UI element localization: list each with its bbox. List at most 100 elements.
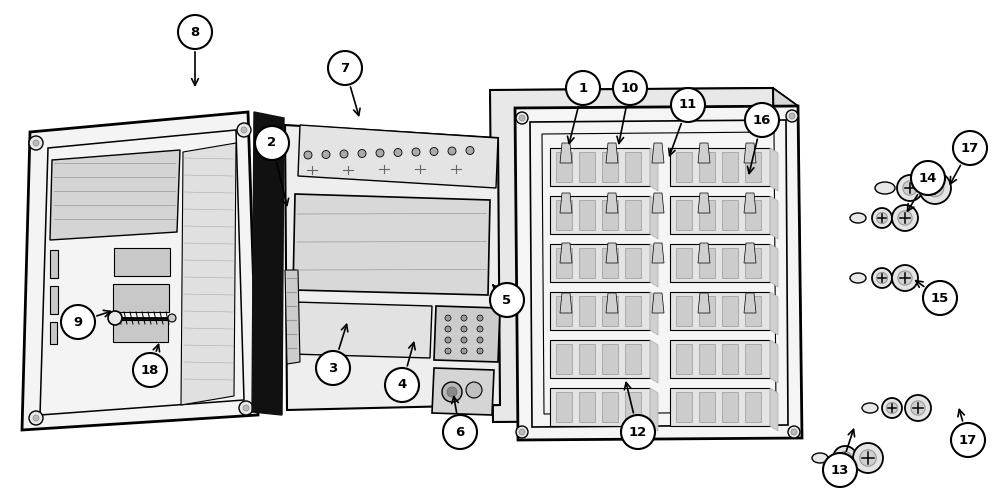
Circle shape — [466, 147, 474, 155]
Polygon shape — [650, 244, 658, 287]
Text: 17: 17 — [959, 433, 977, 447]
Circle shape — [328, 51, 362, 85]
Polygon shape — [698, 193, 710, 213]
Circle shape — [447, 387, 457, 397]
Text: 7: 7 — [340, 61, 350, 75]
Circle shape — [786, 110, 798, 122]
Polygon shape — [670, 148, 770, 186]
Polygon shape — [650, 340, 658, 383]
Polygon shape — [670, 340, 770, 378]
Circle shape — [887, 403, 898, 413]
Circle shape — [566, 71, 600, 105]
Polygon shape — [745, 248, 761, 278]
Polygon shape — [602, 344, 618, 374]
Polygon shape — [602, 152, 618, 182]
Text: 10: 10 — [621, 82, 639, 95]
Polygon shape — [625, 392, 641, 422]
Polygon shape — [432, 368, 494, 415]
Text: 13: 13 — [831, 464, 849, 476]
Polygon shape — [722, 344, 738, 374]
Polygon shape — [602, 392, 618, 422]
Polygon shape — [722, 392, 738, 422]
Circle shape — [376, 149, 384, 157]
Polygon shape — [652, 143, 664, 163]
Polygon shape — [550, 292, 650, 330]
Polygon shape — [650, 196, 658, 239]
Text: 11: 11 — [679, 98, 697, 111]
Ellipse shape — [812, 453, 828, 463]
Circle shape — [789, 113, 795, 119]
Polygon shape — [114, 248, 170, 276]
Circle shape — [926, 179, 944, 197]
Polygon shape — [770, 196, 778, 239]
Polygon shape — [625, 200, 641, 230]
Polygon shape — [745, 296, 761, 326]
Text: 16: 16 — [753, 113, 771, 127]
Circle shape — [911, 161, 945, 195]
Circle shape — [898, 271, 912, 285]
Circle shape — [461, 315, 467, 321]
Polygon shape — [556, 392, 572, 422]
Polygon shape — [745, 200, 761, 230]
Circle shape — [823, 453, 857, 487]
Text: 1: 1 — [578, 82, 588, 95]
Circle shape — [860, 450, 876, 466]
Polygon shape — [650, 292, 658, 335]
Polygon shape — [50, 286, 58, 314]
Polygon shape — [745, 344, 761, 374]
Circle shape — [133, 353, 167, 387]
Circle shape — [445, 326, 451, 332]
Circle shape — [882, 398, 902, 418]
Polygon shape — [773, 88, 802, 438]
Circle shape — [911, 401, 925, 415]
Circle shape — [255, 126, 289, 160]
Circle shape — [461, 326, 467, 332]
Polygon shape — [676, 392, 692, 422]
Polygon shape — [625, 344, 641, 374]
Polygon shape — [550, 244, 650, 282]
Polygon shape — [698, 143, 710, 163]
Circle shape — [872, 208, 892, 228]
Circle shape — [477, 337, 483, 343]
Circle shape — [477, 348, 483, 354]
Polygon shape — [670, 244, 770, 282]
Circle shape — [905, 395, 931, 421]
Polygon shape — [252, 112, 284, 415]
Polygon shape — [625, 152, 641, 182]
Text: 5: 5 — [502, 293, 512, 306]
Circle shape — [445, 337, 451, 343]
Text: 15: 15 — [931, 291, 949, 304]
Polygon shape — [550, 340, 650, 378]
Polygon shape — [606, 243, 618, 263]
Circle shape — [322, 151, 330, 158]
Circle shape — [477, 315, 483, 321]
Polygon shape — [676, 200, 692, 230]
Polygon shape — [22, 112, 258, 430]
Ellipse shape — [850, 273, 866, 283]
Circle shape — [448, 147, 456, 155]
Circle shape — [838, 452, 852, 465]
Circle shape — [461, 348, 467, 354]
Polygon shape — [722, 296, 738, 326]
Circle shape — [953, 131, 987, 165]
Circle shape — [898, 211, 912, 225]
Circle shape — [477, 326, 483, 332]
Circle shape — [519, 115, 525, 121]
Polygon shape — [181, 143, 236, 405]
Circle shape — [892, 205, 918, 231]
Polygon shape — [113, 284, 169, 312]
Circle shape — [490, 283, 524, 317]
Polygon shape — [770, 292, 778, 335]
Text: 3: 3 — [328, 361, 338, 374]
Text: 17: 17 — [961, 142, 979, 155]
Polygon shape — [744, 243, 756, 263]
Polygon shape — [560, 143, 572, 163]
Polygon shape — [652, 293, 664, 313]
Circle shape — [791, 429, 797, 435]
Circle shape — [430, 148, 438, 156]
Polygon shape — [579, 200, 595, 230]
Polygon shape — [579, 296, 595, 326]
Circle shape — [385, 368, 419, 402]
Polygon shape — [606, 293, 618, 313]
Polygon shape — [550, 196, 650, 234]
